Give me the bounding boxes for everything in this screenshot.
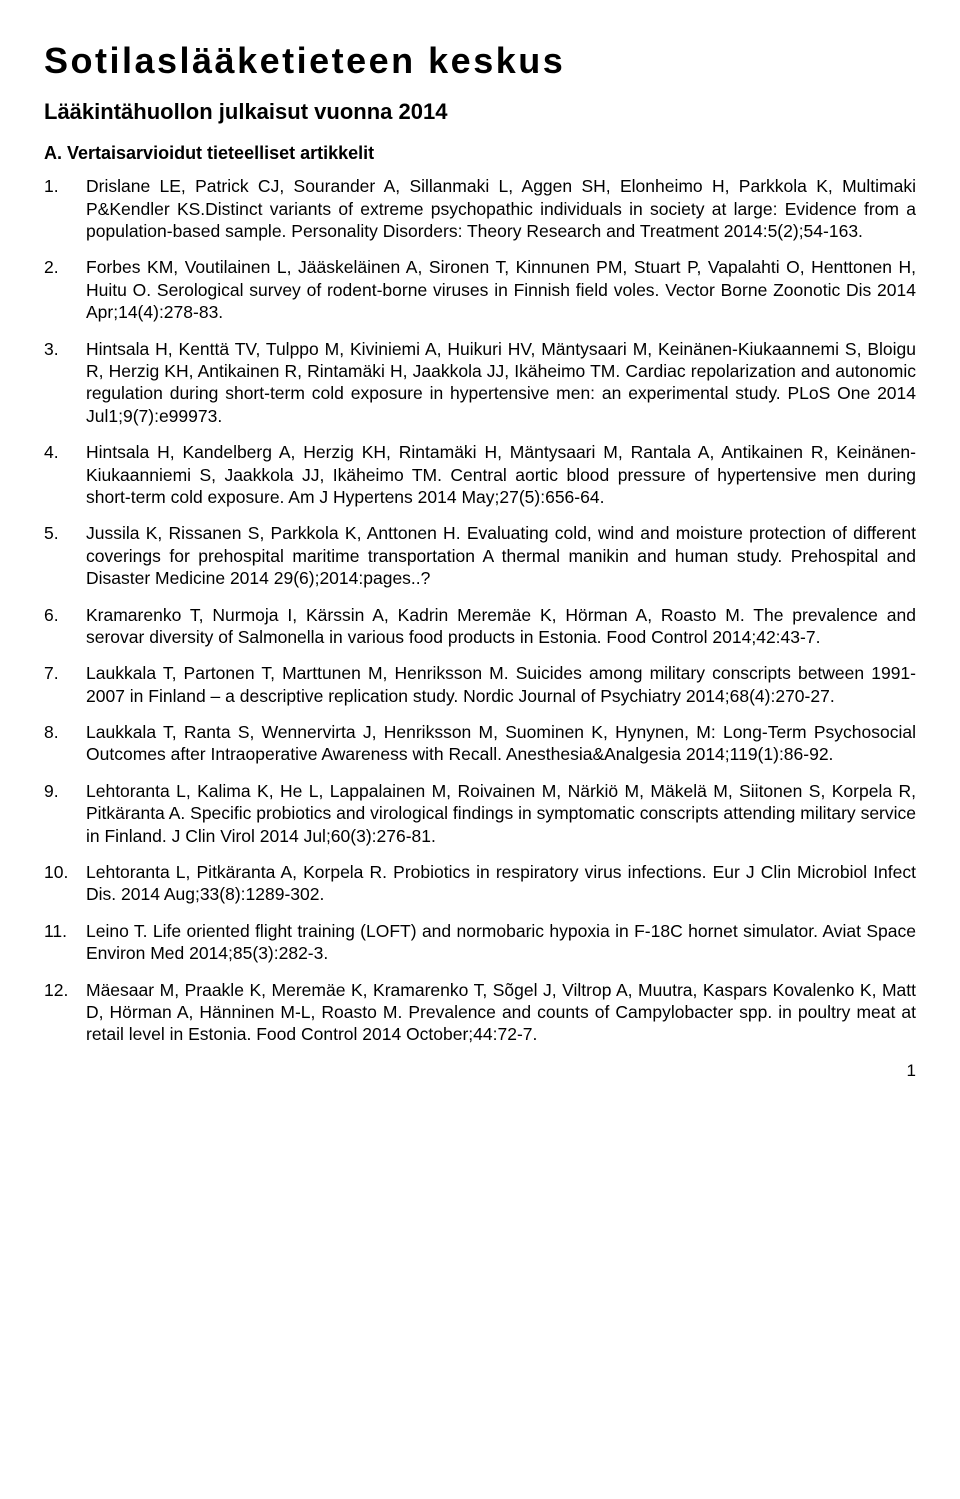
list-item: 7.Laukkala T, Partonen T, Marttunen M, H… [44,662,916,707]
page-title: Sotilaslääketieteen keskus [44,38,916,84]
list-item: 3.Hintsala H, Kenttä TV, Tulppo M, Kivin… [44,338,916,428]
reference-list: 1.Drislane LE, Patrick CJ, Sourander A, … [44,175,916,1046]
page-subtitle: Lääkintähuollon julkaisut vuonna 2014 [44,98,916,126]
list-item-number: 4. [44,441,86,463]
list-item-number: 11. [44,920,86,942]
list-item: 10.Lehtoranta L, Pitkäranta A, Korpela R… [44,861,916,906]
list-item-text: Forbes KM, Voutilainen L, Jääskeläinen A… [86,256,916,323]
list-item-text: Lehtoranta L, Pitkäranta A, Korpela R. P… [86,861,916,906]
list-item-number: 7. [44,662,86,684]
list-item-number: 2. [44,256,86,278]
list-item-text: Hintsala H, Kenttä TV, Tulppo M, Kivinie… [86,338,916,428]
list-item-text: Hintsala H, Kandelberg A, Herzig KH, Rin… [86,441,916,508]
list-item-number: 5. [44,522,86,544]
list-item-number: 3. [44,338,86,360]
list-item-text: Lehtoranta L, Kalima K, He L, Lappalaine… [86,780,916,847]
list-item: 12.Mäesaar M, Praakle K, Meremäe K, Kram… [44,979,916,1046]
list-item-text: Laukkala T, Ranta S, Wennervirta J, Henr… [86,721,916,766]
list-item: 2.Forbes KM, Voutilainen L, Jääskeläinen… [44,256,916,323]
list-item-text: Drislane LE, Patrick CJ, Sourander A, Si… [86,175,916,242]
list-item-number: 12. [44,979,86,1001]
list-item-number: 6. [44,604,86,626]
list-item-text: Mäesaar M, Praakle K, Meremäe K, Kramare… [86,979,916,1046]
list-item: 11.Leino T. Life oriented flight trainin… [44,920,916,965]
list-item: 8.Laukkala T, Ranta S, Wennervirta J, He… [44,721,916,766]
list-item-text: Kramarenko T, Nurmoja I, Kärssin A, Kadr… [86,604,916,649]
list-item-number: 10. [44,861,86,883]
list-item: 1.Drislane LE, Patrick CJ, Sourander A, … [44,175,916,242]
list-item-text: Leino T. Life oriented flight training (… [86,920,916,965]
list-item: 6.Kramarenko T, Nurmoja I, Kärssin A, Ka… [44,604,916,649]
list-item: 9.Lehtoranta L, Kalima K, He L, Lappalai… [44,780,916,847]
list-item: 4.Hintsala H, Kandelberg A, Herzig KH, R… [44,441,916,508]
list-item: 5.Jussila K, Rissanen S, Parkkola K, Ant… [44,522,916,589]
list-item-number: 8. [44,721,86,743]
page-number: 1 [44,1060,916,1082]
list-item-number: 9. [44,780,86,802]
list-item-text: Laukkala T, Partonen T, Marttunen M, Hen… [86,662,916,707]
section-heading: A. Vertaisarvioidut tieteelliset artikke… [44,142,916,165]
list-item-text: Jussila K, Rissanen S, Parkkola K, Antto… [86,522,916,589]
list-item-number: 1. [44,175,86,197]
